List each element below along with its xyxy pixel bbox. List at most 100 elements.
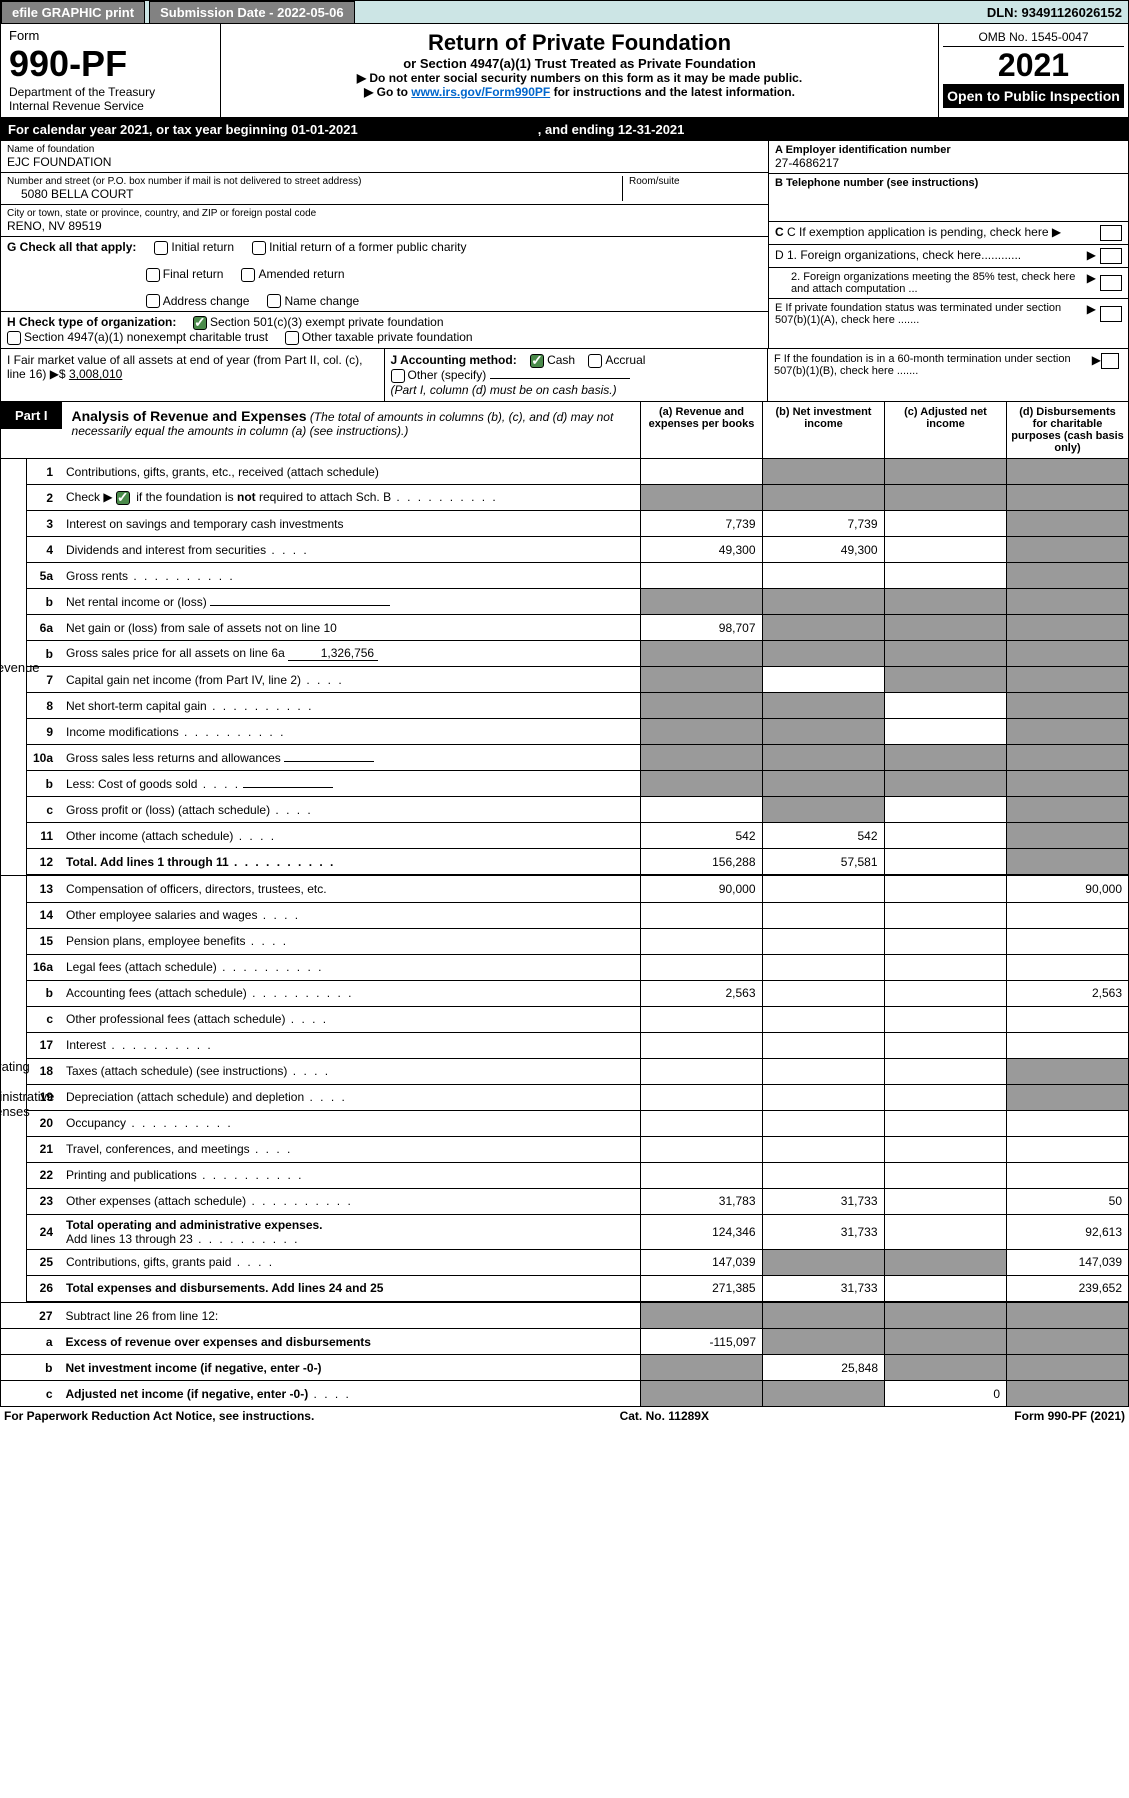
row-27: 27Subtract line 26 from line 12: — [1, 1303, 1129, 1329]
row-13: 13Compensation of officers, directors, t… — [27, 876, 1128, 902]
checkbox-icon — [252, 241, 266, 255]
header-center: Return of Private Foundation or Section … — [221, 24, 938, 117]
g-amended-return[interactable]: Amended return — [241, 267, 344, 282]
col-d-header: (d) Disbursements for charitable purpose… — [1006, 402, 1128, 458]
revenue-sidebar: Revenue — [1, 459, 27, 876]
j-cash[interactable]: Cash — [530, 353, 575, 367]
e-checkbox[interactable] — [1100, 306, 1122, 322]
row-6b: bGross sales price for all assets on lin… — [27, 641, 1128, 667]
d1-checkbox[interactable] — [1100, 248, 1122, 264]
revenue-section: Revenue 1Contributions, gifts, grants, e… — [0, 459, 1129, 877]
row-9: 9Income modifications — [27, 719, 1128, 745]
part1-header: Part I Analysis of Revenue and Expenses … — [0, 402, 1129, 459]
row-16b: bAccounting fees (attach schedule)2,5632… — [27, 980, 1128, 1006]
footer-right: Form 990-PF (2021) — [1014, 1409, 1125, 1423]
section-d1: D 1. Foreign organizations, check here..… — [769, 245, 1128, 268]
efile-print-button[interactable]: efile GRAPHIC print — [1, 1, 145, 24]
f-checkbox[interactable] — [1101, 353, 1119, 369]
h-4947[interactable]: Section 4947(a)(1) nonexempt charitable … — [7, 330, 268, 344]
instr-2-pre: ▶ Go to — [364, 85, 411, 99]
section-f: F If the foundation is in a 60-month ter… — [768, 349, 1128, 401]
checkbox-icon — [267, 294, 281, 308]
expenses-sidebar: Operating and Administrative Expenses — [1, 876, 27, 1302]
row-19: 19Depreciation (attach schedule) and dep… — [27, 1084, 1128, 1110]
section-g: G Check all that apply: Initial return I… — [1, 237, 768, 312]
j-other[interactable]: Other (specify) — [391, 368, 487, 382]
section-i: I Fair market value of all assets at end… — [1, 349, 385, 401]
g-initial-return[interactable]: Initial return — [154, 240, 234, 255]
checkbox-icon — [285, 331, 299, 345]
info-left: Name of foundation EJC FOUNDATION Number… — [1, 141, 768, 348]
checkbox-icon — [146, 268, 160, 282]
form-title: Return of Private Foundation — [231, 30, 928, 56]
h-501c3[interactable]: Section 501(c)(3) exempt private foundat… — [193, 315, 443, 329]
d2-label: 2. Foreign organizations meeting the 85%… — [775, 271, 1087, 295]
row-23: 23Other expenses (attach schedule)31,783… — [27, 1188, 1128, 1214]
row-27c: cAdjusted net income (if negative, enter… — [1, 1381, 1129, 1407]
d2-checkbox[interactable] — [1100, 275, 1122, 291]
expenses-table: 13Compensation of officers, directors, t… — [27, 876, 1128, 1302]
row-14: 14Other employee salaries and wages — [27, 902, 1128, 928]
checkbox-icon — [241, 268, 255, 282]
g-initial-return-former[interactable]: Initial return of a former public charit… — [252, 240, 466, 255]
section-d2: 2. Foreign organizations meeting the 85%… — [769, 268, 1128, 299]
section-ijf: I Fair market value of all assets at end… — [0, 349, 1129, 402]
instr-2: ▶ Go to www.irs.gov/Form990PF for instru… — [231, 85, 928, 99]
row-4: 4Dividends and interest from securities4… — [27, 537, 1128, 563]
c-label: C C If exemption application is pending,… — [775, 225, 1096, 241]
i-label: I Fair market value of all assets at end… — [7, 353, 362, 381]
info-block: Name of foundation EJC FOUNDATION Number… — [0, 141, 1129, 349]
footer-cat: Cat. No. 11289X — [314, 1409, 1014, 1423]
g-final-return[interactable]: Final return — [146, 267, 224, 282]
c-checkbox[interactable] — [1100, 225, 1122, 241]
g-address-change[interactable]: Address change — [146, 294, 250, 309]
e-label: E If private foundation status was termi… — [775, 302, 1087, 326]
header-left: Form 990-PF Department of the Treasury I… — [1, 24, 221, 117]
row-16c: cOther professional fees (attach schedul… — [27, 1006, 1128, 1032]
row-7: 7Capital gain net income (from Part IV, … — [27, 667, 1128, 693]
row-11: 11Other income (attach schedule)542542 — [27, 823, 1128, 849]
row-27a: aExcess of revenue over expenses and dis… — [1, 1329, 1129, 1355]
section-e: E If private foundation status was termi… — [769, 299, 1128, 329]
schb-checkbox[interactable] — [116, 491, 130, 505]
street-address: 5080 BELLA COURT — [7, 187, 622, 201]
form-subtitle: or Section 4947(a)(1) Trust Treated as P… — [231, 56, 928, 71]
dept-label: Department of the Treasury — [9, 85, 212, 99]
row-25: 25Contributions, gifts, grants paid147,0… — [27, 1249, 1128, 1275]
a-label: A Employer identification number — [775, 144, 1122, 156]
summary-table: 27Subtract line 26 from line 12: aExcess… — [0, 1303, 1129, 1408]
info-right: A Employer identification number 27-4686… — [768, 141, 1128, 348]
form-number: 990-PF — [9, 43, 212, 85]
checkbox-icon — [154, 241, 168, 255]
row-10c: cGross profit or (loss) (attach schedule… — [27, 797, 1128, 823]
j-label: J Accounting method: — [391, 353, 517, 367]
b-label: B Telephone number (see instructions) — [775, 177, 1122, 189]
page-footer: For Paperwork Reduction Act Notice, see … — [0, 1407, 1129, 1425]
form-header: Form 990-PF Department of the Treasury I… — [0, 24, 1129, 118]
row-17: 17Interest — [27, 1032, 1128, 1058]
checkbox-icon — [7, 331, 21, 345]
section-b: B Telephone number (see instructions) — [769, 174, 1128, 222]
row-22: 22Printing and publications — [27, 1162, 1128, 1188]
row-5a: 5aGross rents — [27, 563, 1128, 589]
irs-label: Internal Revenue Service — [9, 99, 212, 113]
row-10a: 10aGross sales less returns and allowanc… — [27, 745, 1128, 771]
row-2: 2Check ▶ if the foundation is not requir… — [27, 485, 1128, 511]
row-3: 3Interest on savings and temporary cash … — [27, 511, 1128, 537]
d1-label: D 1. Foreign organizations, check here..… — [775, 248, 1087, 264]
fmv-value: 3,008,010 — [69, 367, 122, 381]
city-label: City or town, state or province, country… — [7, 208, 762, 219]
j-accrual[interactable]: Accrual — [588, 353, 645, 367]
ein: 27-4686217 — [775, 156, 1122, 170]
form990pf-link[interactable]: www.irs.gov/Form990PF — [411, 85, 550, 99]
row-5b: bNet rental income or (loss) — [27, 589, 1128, 615]
form-label: Form — [9, 28, 212, 43]
row-10b: bLess: Cost of goods sold — [27, 771, 1128, 797]
h-other-taxable[interactable]: Other taxable private foundation — [285, 330, 473, 344]
checkbox-icon — [391, 369, 405, 383]
cal-end: , and ending 12-31-2021 — [538, 122, 685, 137]
part1-desc: Analysis of Revenue and Expenses (The to… — [62, 402, 640, 458]
col-a-header: (a) Revenue and expenses per books — [640, 402, 762, 458]
g-name-change[interactable]: Name change — [267, 294, 359, 309]
row-8: 8Net short-term capital gain — [27, 693, 1128, 719]
